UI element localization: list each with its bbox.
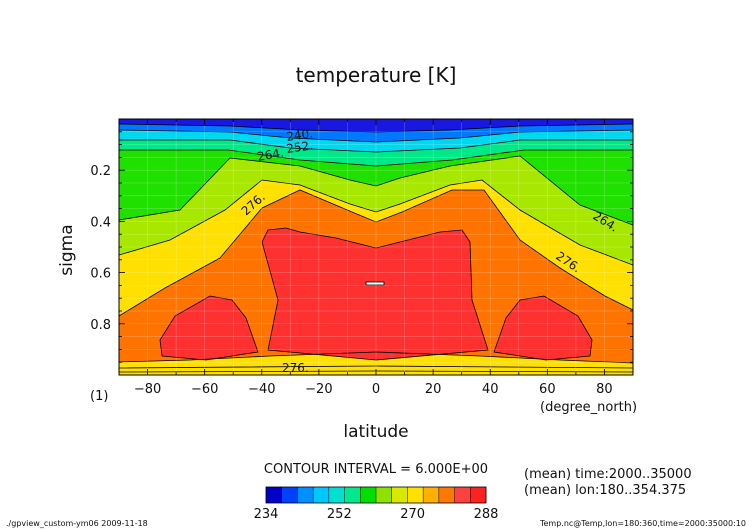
colorbar-swatch xyxy=(423,487,440,503)
colorbar: 234 252 270 288 xyxy=(254,486,499,522)
y-tick-label: 0.4 xyxy=(90,215,111,230)
colorbar-swatch xyxy=(391,487,408,503)
x-tick-label: 60 xyxy=(539,382,556,397)
annotation-time: (mean) time:2000..35000 xyxy=(524,467,692,482)
y-axis-title: sigma xyxy=(57,224,77,275)
colorbar-swatch xyxy=(344,487,361,503)
contour-label: 264. xyxy=(256,146,285,164)
colorbar-tick-label: 234 xyxy=(254,507,279,522)
colorbar-swatch xyxy=(360,487,377,503)
colorbar-swatch xyxy=(438,487,455,503)
contour-lines xyxy=(119,123,633,373)
contour-marker xyxy=(365,281,385,286)
annotation-lon: (mean) lon:180..354.375 xyxy=(524,483,686,498)
contour-label: 276. xyxy=(282,361,309,375)
plot-area xyxy=(119,119,633,375)
x-tick-label: 80 xyxy=(596,382,613,397)
colorbar-swatch xyxy=(454,487,471,503)
colorbar-tick-label: 252 xyxy=(327,507,352,522)
x-tick-label: −60 xyxy=(191,382,218,397)
footer-left: ./gpview_custom-ym06 2009-11-18 xyxy=(6,519,148,528)
x-tick-label: 40 xyxy=(482,382,499,397)
colorbar-swatch xyxy=(313,487,330,503)
contour-label: 252. xyxy=(285,138,313,156)
colorbar-swatch xyxy=(407,487,424,503)
grid xyxy=(119,119,633,375)
chart-title: temperature [K] xyxy=(296,63,457,87)
contour-interval-text: CONTOUR INTERVAL = 6.000E+00 xyxy=(264,462,488,477)
y-tick-label: 0.2 xyxy=(90,164,111,179)
colorbar-swatch xyxy=(328,487,345,503)
contour-label: 240. xyxy=(285,126,313,144)
y-tick-label: 0.8 xyxy=(90,318,111,333)
y-tick-label: 0.6 xyxy=(90,267,111,282)
x-axis: −80 −60 −40 −20 0 20 40 60 80 xyxy=(118,119,634,397)
contour-fill-left-lobe xyxy=(160,296,258,360)
y-unit-label: (1) xyxy=(90,389,108,404)
contour-fill-right-lobe xyxy=(494,296,592,360)
colorbar-swatch xyxy=(470,487,487,503)
colorbar-tick-label: 270 xyxy=(400,507,425,522)
x-axis-title: latitude xyxy=(343,422,408,442)
colorbar-swatch xyxy=(266,487,283,503)
x-unit-label: (degree_north) xyxy=(540,400,637,415)
x-tick-label: −40 xyxy=(248,382,275,397)
colorbar-tick-label: 288 xyxy=(474,507,499,522)
colorbar-swatch xyxy=(281,487,298,503)
y-axis: 0.2 0.4 0.6 0.8 xyxy=(90,131,633,363)
footer-right: Temp.nc@Temp,lon=180:360,time=2000:35000… xyxy=(539,519,746,528)
colorbar-swatch xyxy=(376,487,393,503)
x-tick-label: −20 xyxy=(305,382,332,397)
x-tick-label: 0 xyxy=(372,382,380,397)
contour-fill-core xyxy=(262,228,488,360)
x-tick-label: −80 xyxy=(134,382,161,397)
x-tick-label: 20 xyxy=(425,382,442,397)
colorbar-swatch xyxy=(297,487,314,503)
